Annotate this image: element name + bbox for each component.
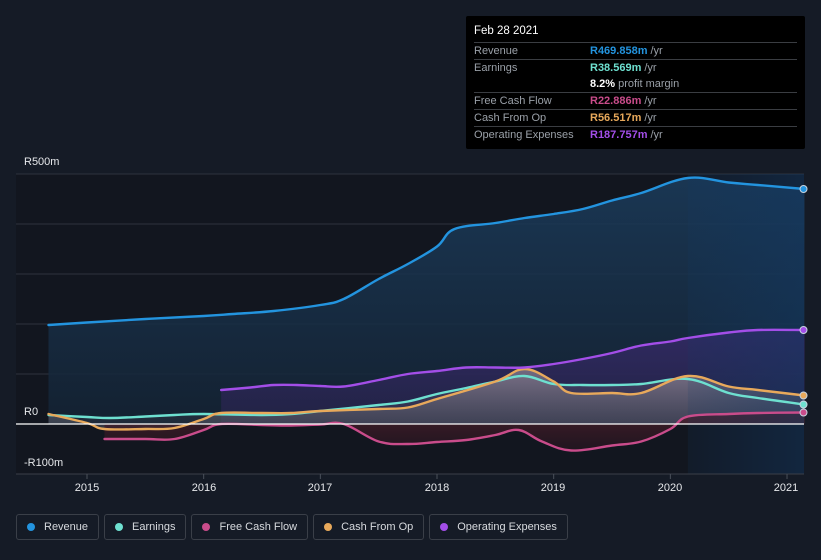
tooltip-unit: /yr xyxy=(644,95,657,107)
area-free-cash-flow xyxy=(104,412,805,451)
profit-margin-value: 8.2% xyxy=(590,78,616,90)
x-tick-label-2017: 2017 xyxy=(307,482,333,494)
tooltip-row-cfo: Cash From Op R56.517m /yr xyxy=(474,110,797,127)
y-tick-label-neg100: -R100m xyxy=(24,457,64,469)
legend-label: Cash From Op xyxy=(341,521,414,533)
tooltip-date: Feb 28 2021 xyxy=(474,24,797,43)
tooltip: Feb 28 2021 Revenue R469.858m /yr Earnin… xyxy=(466,16,805,149)
tooltip-label xyxy=(474,76,590,92)
legend-dot-icon xyxy=(324,523,333,531)
profit-margin-label: profit margin xyxy=(618,78,680,90)
legend-label: Operating Expenses xyxy=(457,521,557,533)
highlight-rect xyxy=(687,174,804,474)
tooltip-value: R22.886m xyxy=(590,95,642,107)
x-tick-label-2021: 2021 xyxy=(773,482,799,494)
x-tick-label-2019: 2019 xyxy=(540,482,566,494)
tooltip-value: R187.757m xyxy=(590,129,648,141)
x-tick-label-2016: 2016 xyxy=(191,482,217,494)
x-tick-label-2020: 2020 xyxy=(657,482,683,494)
tooltip-unit: /yr xyxy=(644,62,657,74)
line-cash-from-op xyxy=(47,367,806,431)
x-tick-label-2018: 2018 xyxy=(424,482,450,494)
end-marker-free-cash-flow xyxy=(799,408,808,417)
tooltip-label: Free Cash Flow xyxy=(474,95,552,107)
end-markers xyxy=(799,185,808,417)
x-ticks xyxy=(16,473,804,479)
tooltip-unit: /yr xyxy=(650,45,663,57)
tooltip-label: Revenue xyxy=(474,45,519,57)
tooltip-row-earnings: Earnings R38.569m /yr xyxy=(474,60,797,76)
tooltip-value: R38.569m xyxy=(590,62,642,74)
legend-item-revenue[interactable]: Revenue xyxy=(16,514,100,540)
legend-label: Revenue xyxy=(44,521,89,533)
line-earnings xyxy=(47,374,806,420)
tooltip-row-profit-margin: 8.2% profit margin xyxy=(474,76,797,93)
tooltip-unit: /yr xyxy=(644,112,657,124)
tooltip-label: Cash From Op xyxy=(474,112,547,124)
series-areas xyxy=(48,177,805,451)
x-tick-label-2015: 2015 xyxy=(74,482,100,494)
legend-dot-icon xyxy=(440,523,449,531)
end-marker-operating-expenses xyxy=(799,326,808,334)
legend-dot-icon xyxy=(202,523,211,531)
y-tick-label-500: R500m xyxy=(24,156,60,168)
end-marker-earnings xyxy=(799,400,808,409)
legend-item-cash-from-op[interactable]: Cash From Op xyxy=(313,514,425,540)
legend-dot-icon xyxy=(115,523,124,531)
legend-item-free-cash-flow[interactable]: Free Cash Flow xyxy=(191,514,309,540)
tooltip-row-opex: Operating Expenses R187.757m /yr xyxy=(474,127,797,143)
legend-item-earnings[interactable]: Earnings xyxy=(104,514,187,540)
y-tick-label-0: R0 xyxy=(24,406,39,418)
tooltip-row-fcf: Free Cash Flow R22.886m /yr xyxy=(474,93,797,110)
legend-label: Earnings xyxy=(132,521,176,533)
chart xyxy=(16,173,808,479)
line-operating-expenses xyxy=(219,328,806,392)
end-marker-revenue xyxy=(799,185,808,193)
tooltip-value: R469.858m xyxy=(590,45,648,57)
legend: Revenue Earnings Free Cash Flow Cash Fro… xyxy=(16,514,568,540)
end-marker-cash-from-op xyxy=(799,391,808,400)
area-earnings xyxy=(48,375,805,424)
highlight-region xyxy=(687,174,804,474)
tooltip-label: Operating Expenses xyxy=(474,129,574,141)
legend-item-operating-expenses[interactable]: Operating Expenses xyxy=(429,514,568,540)
series-lines xyxy=(47,176,806,452)
line-revenue xyxy=(47,176,806,327)
tooltip-row-revenue: Revenue R469.858m /yr xyxy=(474,43,797,60)
legend-dot-icon xyxy=(27,523,35,531)
tooltip-label: Earnings xyxy=(474,62,518,74)
legend-label: Free Cash Flow xyxy=(219,521,298,533)
tooltip-unit: /yr xyxy=(650,129,663,141)
tooltip-value: R56.517m xyxy=(590,112,642,124)
